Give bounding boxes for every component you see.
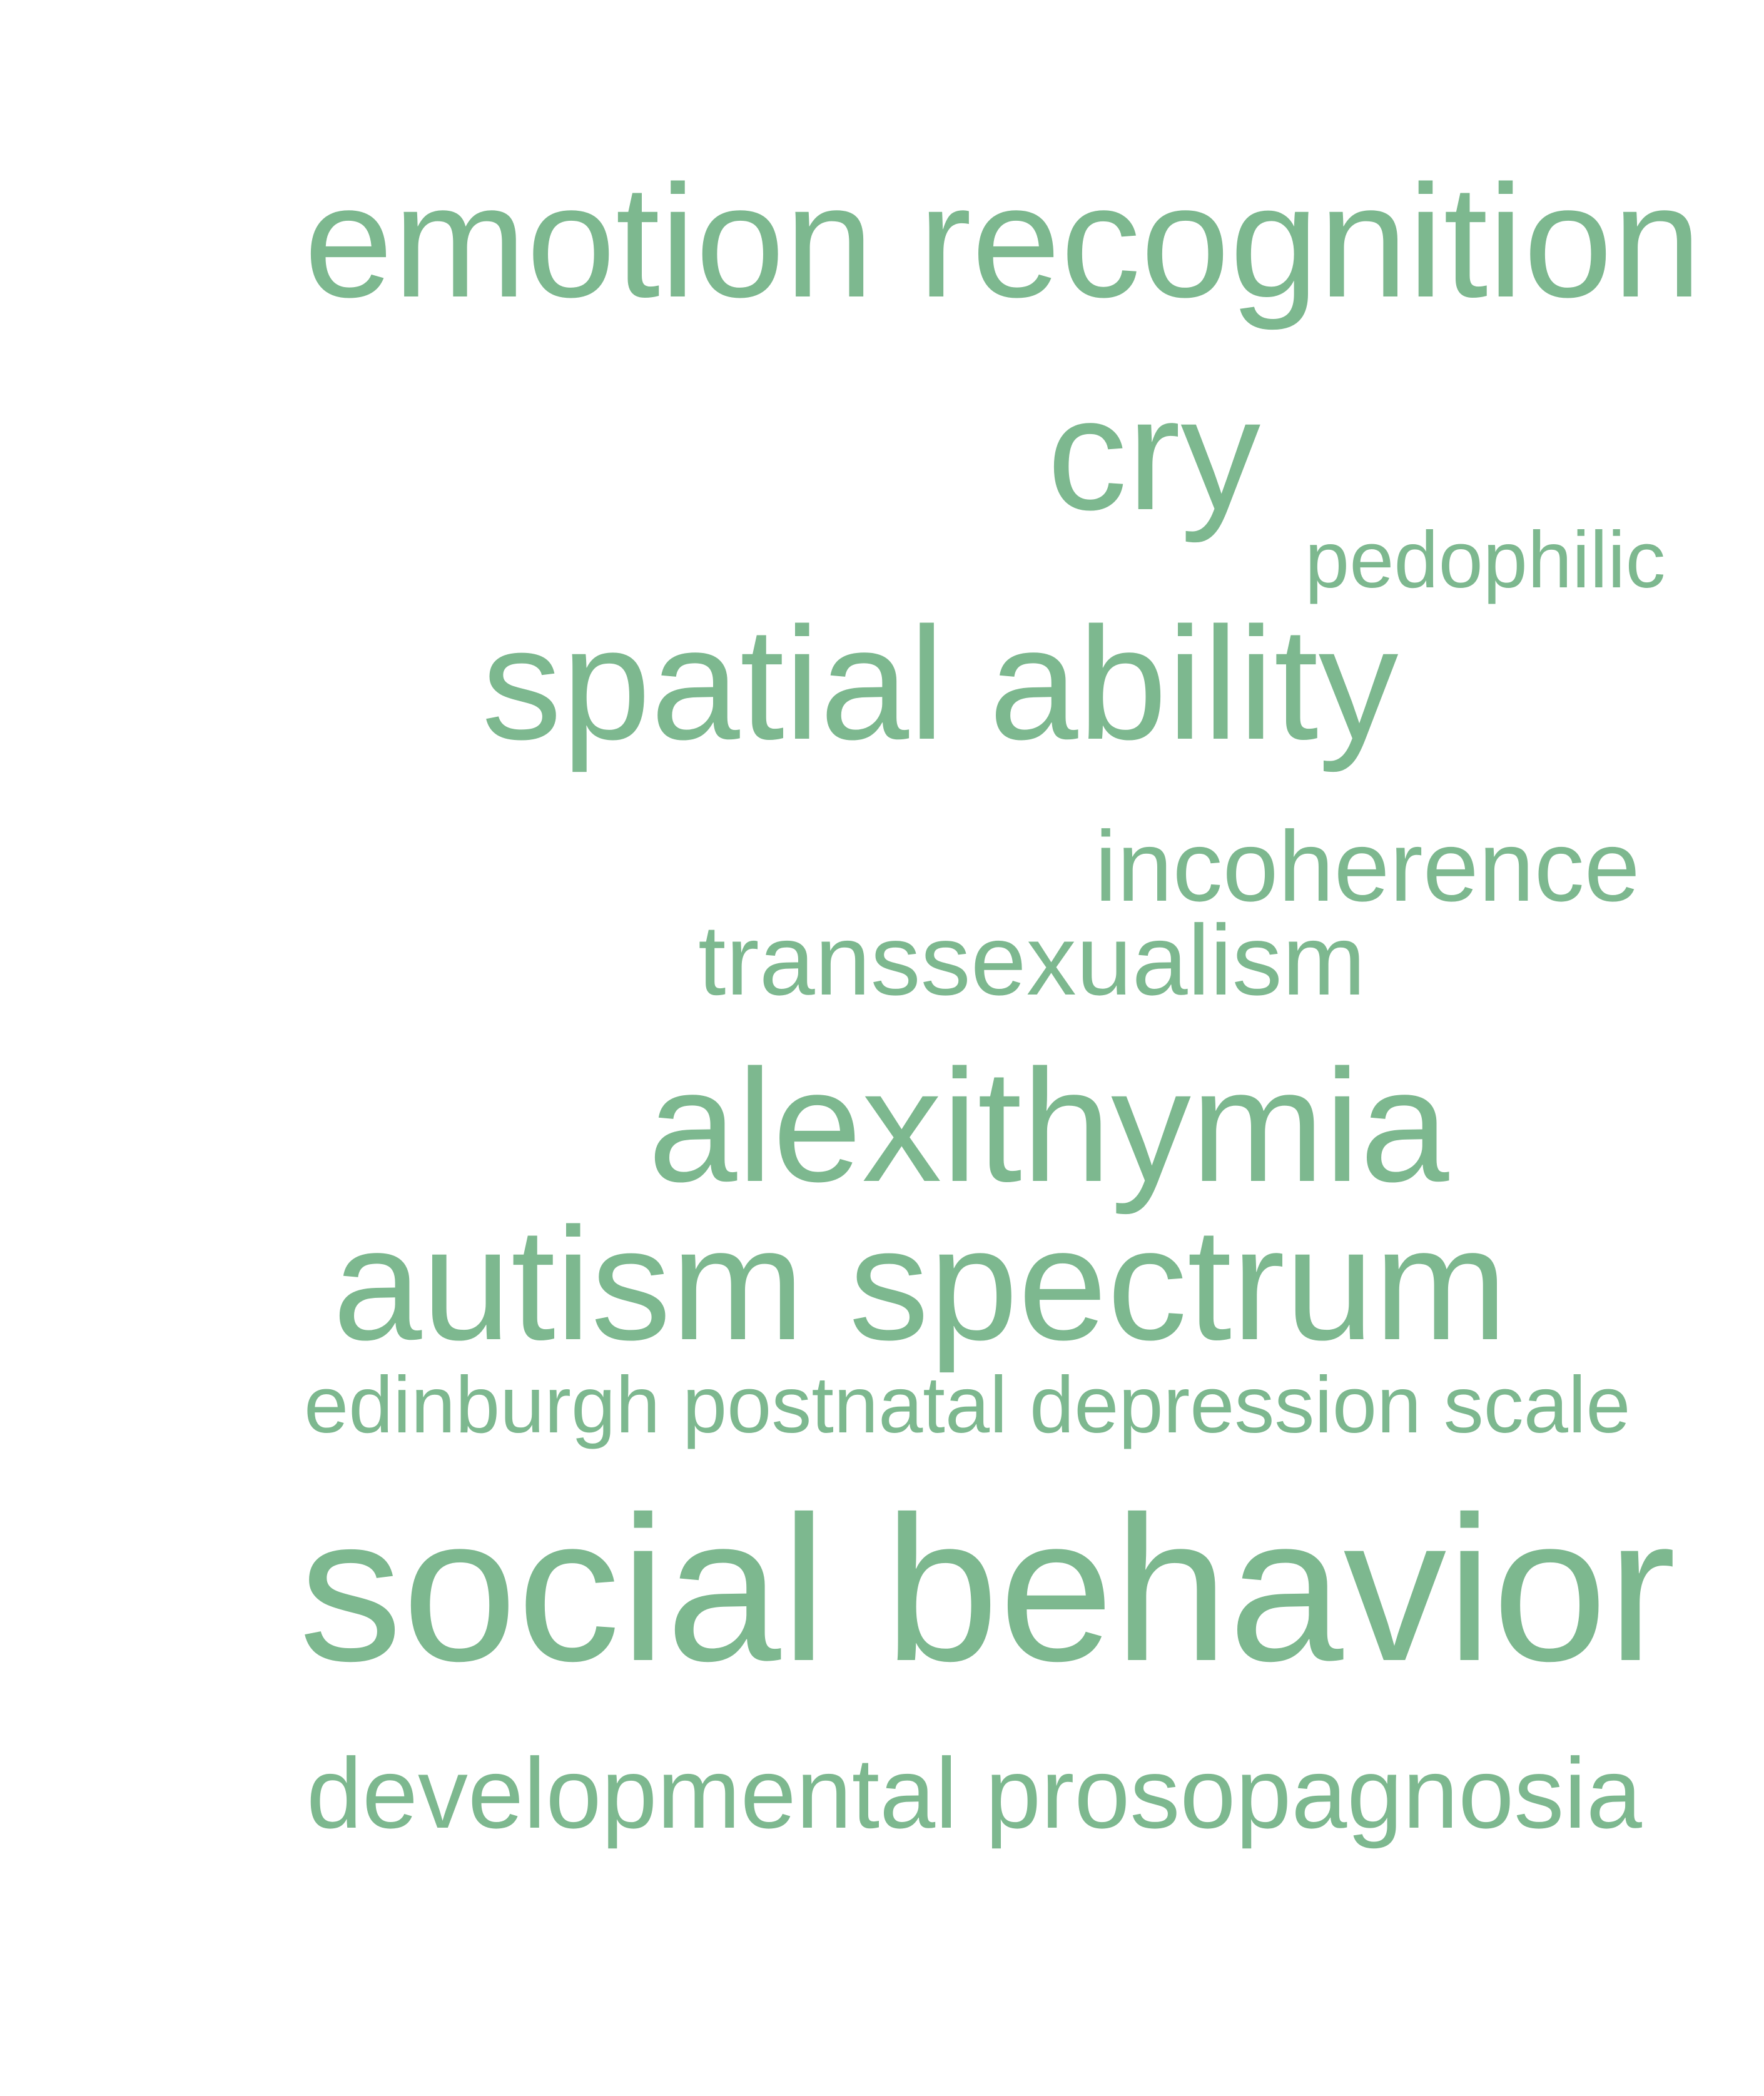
word-incoherence: incoherence [1095, 810, 1640, 922]
word-pedophilic: pedophilic [1305, 515, 1666, 605]
word-cry: cry [1047, 365, 1261, 544]
word-alexithymia: alexithymia [648, 1036, 1449, 1215]
word-transsexualism: transsexualism [698, 904, 1366, 1016]
word-social-behavior: social behavior [299, 1473, 1676, 1704]
word-emotion-recognition: emotion recognition [304, 152, 1702, 331]
word-autism-spectrum: autism spectrum [333, 1195, 1508, 1374]
word-edinburgh-postnatal-depression-scale: edinburgh postnatal depression scale [304, 1360, 1631, 1450]
word-developmental-prosopagnosia: developmental prosopagnosia [307, 1737, 1642, 1849]
word-spatial-ability: spatial ability [482, 594, 1399, 773]
